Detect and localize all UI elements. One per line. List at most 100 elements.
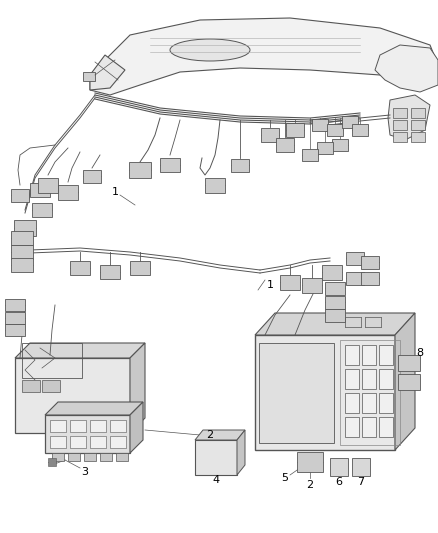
Polygon shape [45,402,143,415]
Bar [379,417,393,437]
Bar [325,295,345,309]
Polygon shape [90,55,125,90]
Bar [100,265,120,279]
Bar [297,452,323,472]
Bar [11,231,33,245]
Bar [332,139,348,151]
Polygon shape [130,343,145,433]
Bar [286,123,304,137]
Polygon shape [388,95,430,140]
Bar [393,108,407,118]
Polygon shape [90,18,438,95]
Bar [5,324,25,336]
Polygon shape [130,402,143,453]
Bar [398,374,420,390]
Bar [411,120,425,130]
Text: 5: 5 [282,473,289,483]
Bar [58,184,78,199]
Bar [14,220,36,236]
Bar [345,417,359,437]
Bar [70,436,86,448]
Bar [129,162,151,178]
Bar [342,116,358,128]
Bar [327,124,343,136]
Bar [365,317,381,327]
Bar [84,453,96,461]
Polygon shape [255,313,415,335]
Bar [325,309,345,321]
Text: 3: 3 [81,467,88,477]
Bar [205,177,225,192]
Bar [11,245,33,259]
Bar [30,183,50,197]
Bar [340,340,400,445]
Bar [345,317,361,327]
Bar [5,312,25,324]
Text: 2: 2 [206,430,214,440]
Bar [345,345,359,365]
Bar [362,417,376,437]
Bar [22,343,82,378]
Bar [362,369,376,389]
Bar [317,142,333,154]
Polygon shape [237,430,245,475]
Bar [302,149,318,161]
Bar [195,440,237,475]
Text: 2: 2 [307,480,314,490]
Text: 7: 7 [357,477,364,487]
Bar [361,255,379,269]
Polygon shape [395,313,415,450]
Bar [302,278,322,293]
Bar [346,252,364,264]
Polygon shape [375,45,438,92]
Bar [280,274,300,289]
Bar [70,420,86,432]
Bar [345,393,359,413]
Bar [393,120,407,130]
Bar [32,203,52,217]
Bar [15,358,130,433]
Bar [11,258,33,272]
Bar [45,415,130,453]
Ellipse shape [170,39,250,61]
Bar [379,393,393,413]
Bar [83,169,101,182]
Bar [42,380,60,392]
Bar [345,317,361,327]
Bar [231,158,249,172]
Bar [259,343,334,443]
Bar [361,271,379,285]
Bar [50,420,66,432]
Bar [100,453,112,461]
Bar [255,335,395,450]
Text: 8: 8 [417,348,424,358]
Bar [261,128,279,142]
Text: 6: 6 [336,477,343,487]
Bar [130,261,150,275]
Bar [90,436,106,448]
Bar [345,369,359,389]
Bar [411,108,425,118]
Bar [160,158,180,172]
Text: 1: 1 [112,187,119,197]
Bar [345,317,361,327]
Bar [362,345,376,365]
Bar [411,132,425,142]
Bar [11,189,29,201]
Bar [330,458,348,476]
Bar [365,317,381,327]
Polygon shape [15,343,145,358]
Bar [110,420,126,432]
Bar [90,420,106,432]
Bar [365,317,381,327]
Bar [83,72,95,81]
Text: 4: 4 [212,475,219,485]
Bar [352,124,368,136]
Bar [116,453,128,461]
Bar [48,458,56,466]
Bar [5,299,25,311]
Polygon shape [195,430,245,440]
Bar [38,177,58,192]
Bar [322,264,342,279]
Bar [52,453,64,461]
